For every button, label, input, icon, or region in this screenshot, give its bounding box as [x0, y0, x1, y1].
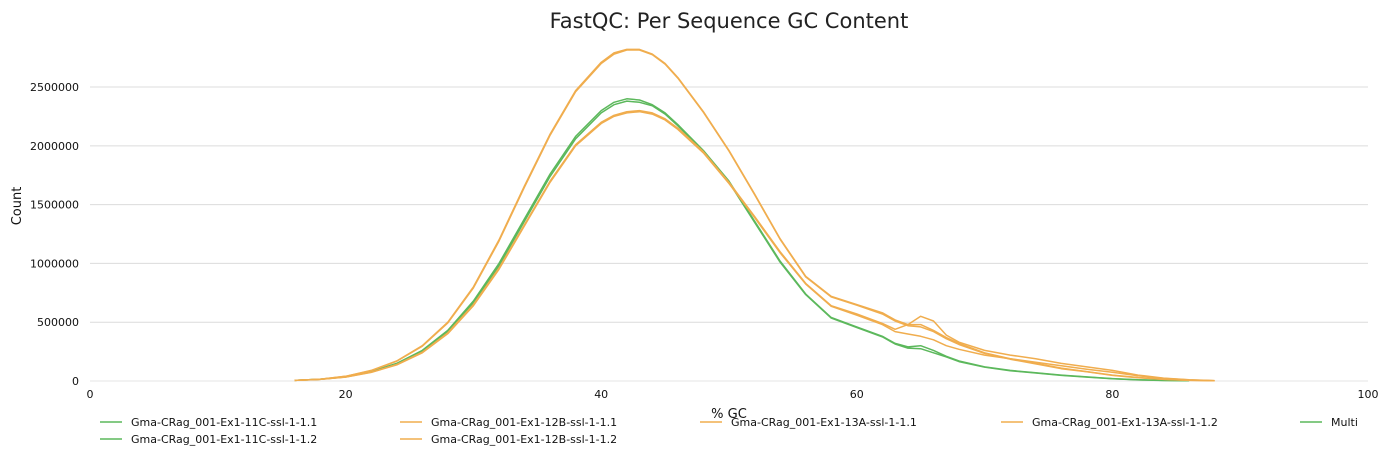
legend-label: Gma-CRag_001-Ex1-11C-ssl-1-1.1	[131, 416, 317, 429]
y-tick-label: 1000000	[30, 257, 79, 270]
y-tick-label: 0	[72, 375, 79, 388]
legend: Gma-CRag_001-Ex1-11C-ssl-1-1.1 Gma-CRag_0…	[100, 416, 1358, 446]
legend-item[interactable]: Gma-CRag_001-Ex1-12B-ssl-1-1.1	[400, 416, 617, 429]
legend-label: Gma-CRag_001-Ex1-12B-ssl-1-1.2	[431, 433, 617, 446]
legend-label: Gma-CRag_001-Ex1-13A-ssl-1-1.1	[731, 416, 917, 429]
legend-item[interactable]: Gma-CRag_001-Ex1-12B-ssl-1-1.2	[400, 433, 617, 446]
x-tick-label: 60	[850, 388, 864, 401]
x-axis-label: % GC	[711, 407, 747, 422]
legend-item[interactable]: Gma-CRag_001-Ex1-11C-ssl-1-1.1	[100, 416, 317, 429]
legend-item[interactable]: Gma-CRag_001-Ex1-11C-ssl-1-1.2	[100, 433, 317, 446]
series-line-3	[294, 49, 1215, 382]
y-tick-label: 1500000	[30, 199, 79, 212]
y-tick-label: 2500000	[30, 81, 79, 94]
chart-title: FastQC: Per Sequence GC Content	[550, 9, 909, 33]
series-line-4	[294, 109, 1215, 382]
x-tick-label: 100	[1358, 388, 1379, 401]
x-tick-label: 40	[594, 388, 608, 401]
legend-item[interactable]: Gma-CRag_001-Ex1-13A-ssl-1-1.2	[1001, 416, 1218, 429]
x-axis-ticks: 0 20 40 60 80 100	[87, 388, 1379, 401]
series-line-0	[294, 98, 1190, 382]
series-line-5	[294, 110, 1215, 382]
legend-label: Gma-CRag_001-Ex1-11C-ssl-1-1.2	[131, 433, 317, 446]
legend-item[interactable]: Multi	[1300, 416, 1358, 429]
y-tick-label: 2000000	[30, 140, 79, 153]
y-tick-label: 500000	[37, 316, 79, 329]
series-lines	[294, 48, 1215, 382]
legend-label: Gma-CRag_001-Ex1-12B-ssl-1-1.1	[431, 416, 617, 429]
gridlines	[90, 86, 1368, 323]
y-axis-label: Count	[10, 187, 25, 226]
legend-label: Gma-CRag_001-Ex1-13A-ssl-1-1.2	[1032, 416, 1218, 429]
x-tick-label: 80	[1105, 388, 1119, 401]
series-line-1	[294, 100, 1190, 382]
x-tick-label: 20	[339, 388, 353, 401]
y-axis-ticks: 0 500000 1000000 1500000 2000000 2500000	[30, 81, 79, 388]
legend-label: Multi	[1331, 416, 1358, 429]
x-tick-label: 0	[87, 388, 94, 401]
legend-item[interactable]: Gma-CRag_001-Ex1-13A-ssl-1-1.1	[700, 416, 917, 429]
